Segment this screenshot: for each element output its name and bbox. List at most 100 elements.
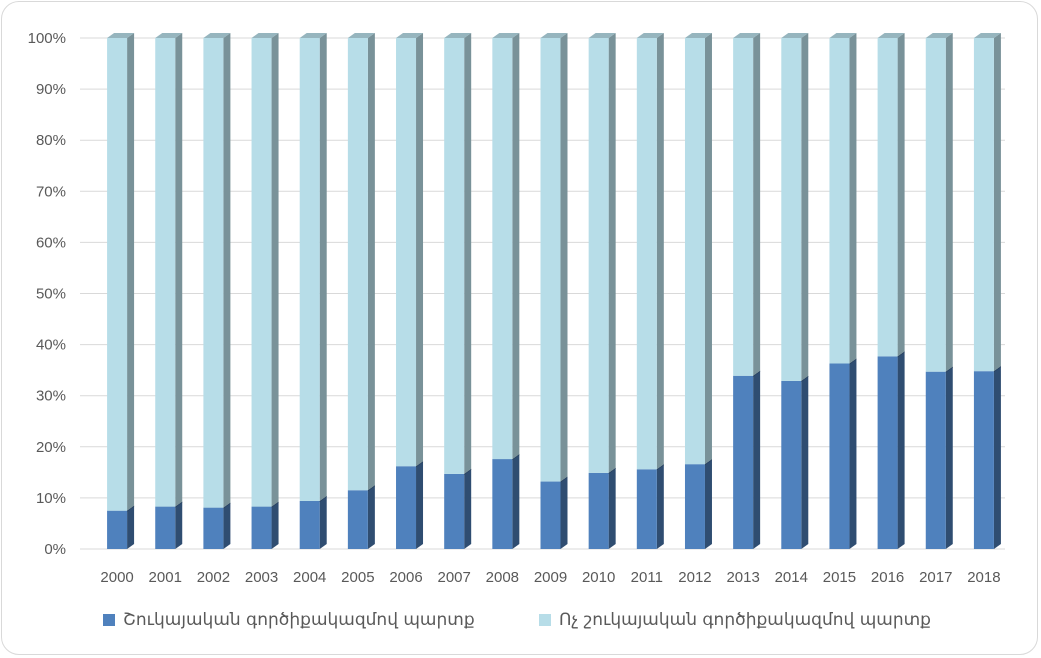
x-tick-label: 2011 — [631, 569, 663, 586]
bar-top — [299, 33, 327, 38]
x-tick-label: 2012 — [678, 569, 711, 586]
bar-edge — [993, 366, 1001, 373]
bar-side — [560, 476, 568, 549]
bar-side — [367, 33, 375, 491]
bar-top — [781, 33, 809, 38]
y-tick-label: 30% — [36, 388, 66, 405]
bar-edge — [897, 351, 905, 358]
x-tick-label: 2005 — [341, 569, 374, 586]
x-tick-label: 2016 — [871, 569, 904, 586]
bar-segment — [829, 363, 850, 549]
bar-edge — [512, 454, 520, 461]
bar-side — [849, 33, 857, 364]
bar-top — [251, 33, 279, 38]
bar-segment — [684, 464, 705, 549]
bar-edge — [608, 467, 616, 474]
bar-side — [897, 351, 905, 549]
bar-segment — [540, 38, 561, 482]
bar-segment — [107, 38, 128, 511]
bar-top — [684, 33, 712, 38]
legend: Շուկայական գործիքակազմով պարտք Ոչ շուկայ… — [0, 610, 1041, 638]
bar-segment — [877, 356, 898, 549]
bar-segment — [203, 507, 224, 549]
bar-segment — [877, 38, 898, 357]
legend-label-market-debt: Շուկայական գործիքակազմով պարտք — [123, 610, 475, 630]
bar-segment — [781, 380, 802, 549]
y-tick-label: 0% — [44, 541, 66, 558]
bar-top — [588, 33, 616, 38]
bar-top — [636, 33, 664, 38]
bar-segment — [733, 38, 754, 376]
x-tick-label: 2004 — [293, 569, 326, 586]
bar-side — [367, 485, 375, 549]
bar-side — [993, 33, 1001, 372]
x-tick-label: 2017 — [919, 569, 952, 586]
bar-side — [127, 33, 135, 511]
y-tick-label: 40% — [36, 337, 66, 354]
bar-segment — [925, 38, 946, 372]
bar-top — [829, 33, 857, 38]
bar-segment — [540, 481, 561, 549]
bar-side — [945, 366, 953, 549]
bar-segment — [299, 500, 320, 549]
bar-segment — [684, 38, 705, 465]
bar-side — [175, 501, 183, 549]
bar-side — [512, 33, 520, 460]
bar-segment — [588, 38, 609, 473]
x-tick-label: 2018 — [967, 569, 1000, 586]
bar-edge — [849, 358, 857, 365]
bar-side — [271, 33, 279, 507]
x-tick-label: 2000 — [100, 569, 133, 586]
x-tick-label: 2013 — [726, 569, 759, 586]
x-tick-label: 2008 — [486, 569, 519, 586]
x-tick-label: 2001 — [149, 569, 182, 586]
bar-side — [175, 33, 183, 507]
y-tick-label: 20% — [36, 439, 66, 456]
bar-top — [155, 33, 183, 38]
bar-top — [925, 33, 953, 38]
x-tick-label: 2010 — [582, 569, 615, 586]
legend-item-market-debt: Շուկայական գործիքակազմով պարտք — [103, 610, 475, 630]
bar-top — [347, 33, 375, 38]
bar-segment — [396, 466, 417, 549]
bar-side — [704, 459, 712, 549]
bar-top — [492, 33, 520, 38]
bar-edge — [656, 464, 664, 471]
bar-side — [656, 33, 664, 470]
bar-side — [656, 464, 664, 549]
legend-swatch-nonmarket-debt — [539, 614, 551, 626]
legend-label-nonmarket-debt: Ոչ շուկայական գործիքակազմով պարտք — [559, 610, 931, 630]
bar-segment — [203, 38, 224, 508]
bar-side — [849, 358, 857, 549]
bar-side — [945, 33, 953, 372]
bar-edge — [464, 468, 472, 475]
bar-segment — [251, 38, 272, 507]
bar-segment — [444, 38, 465, 474]
bar-segment — [973, 38, 994, 372]
y-tick-label: 80% — [36, 132, 66, 149]
bar-side — [464, 468, 472, 549]
bar-edge — [175, 501, 183, 508]
bar-edge — [560, 476, 568, 483]
bar-segment — [299, 38, 320, 501]
legend-item-nonmarket-debt: Ոչ շուկայական գործիքակազմով պարտք — [539, 610, 931, 630]
bar-segment — [925, 371, 946, 549]
x-tick-label: 2014 — [775, 569, 808, 586]
bar-edge — [271, 501, 279, 508]
bar-side — [416, 461, 424, 549]
y-tick-label: 90% — [36, 81, 66, 98]
bar-top — [540, 33, 568, 38]
bar-side — [608, 467, 616, 549]
bar-segment — [733, 375, 754, 549]
bar-segment — [155, 506, 176, 549]
bar-edge — [127, 505, 135, 512]
bar-segment — [636, 469, 657, 549]
bar-segment — [155, 38, 176, 507]
bar-side — [560, 33, 568, 482]
bar-segment — [347, 490, 368, 549]
bar-edge — [801, 375, 809, 382]
y-tick-label: 70% — [36, 183, 66, 200]
x-tick-label: 2006 — [389, 569, 422, 586]
bar-segment — [251, 506, 272, 549]
